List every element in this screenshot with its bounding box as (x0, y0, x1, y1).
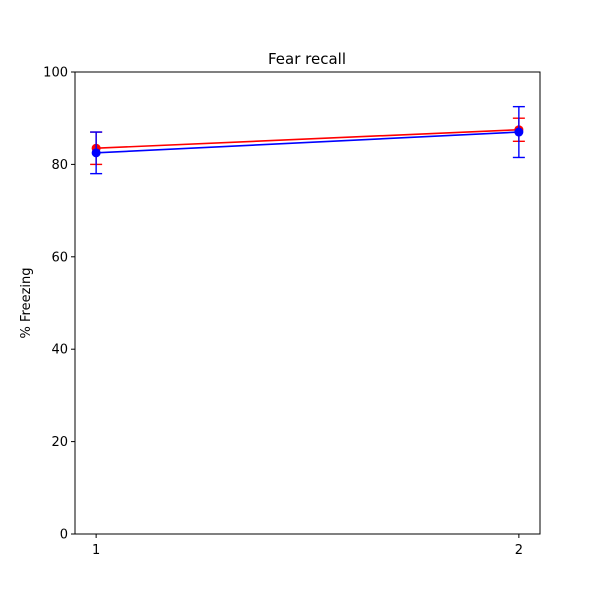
x-tick-label: 1 (92, 543, 100, 558)
y-axis-label: % Freezing (19, 268, 34, 339)
series-line (96, 131, 519, 154)
series-2 (90, 105, 525, 175)
data-point (91, 148, 101, 158)
chart-title: Fear recall (268, 50, 346, 68)
y-tick-label: 60 (51, 250, 68, 265)
axis-ticks: 0 20 40 60 80 100 1 2 (43, 66, 523, 559)
data-series (90, 105, 525, 175)
y-tick-label: 0 (60, 528, 68, 543)
series-line (96, 128, 519, 150)
plot-frame (74, 71, 541, 535)
data-point (514, 127, 524, 137)
y-tick-label: 80 (51, 158, 68, 173)
plot-area (75, 72, 540, 534)
y-tick-label: 20 (51, 435, 68, 450)
y-tick-label: 40 (51, 343, 68, 358)
x-tick-label: 2 (515, 543, 523, 558)
y-tick-label: 100 (43, 66, 68, 81)
